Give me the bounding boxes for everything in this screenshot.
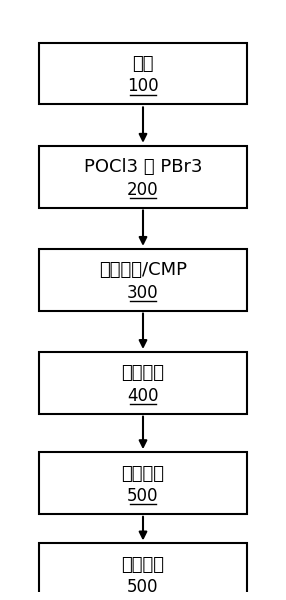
Text: 200: 200 — [127, 181, 159, 199]
Text: 升华: 升华 — [132, 55, 154, 73]
Text: 100: 100 — [127, 77, 159, 95]
Text: 500: 500 — [127, 487, 159, 505]
FancyBboxPatch shape — [39, 452, 247, 514]
Text: 等离子体: 等离子体 — [122, 364, 164, 382]
Text: 形成电极: 形成电极 — [122, 556, 164, 574]
FancyBboxPatch shape — [39, 352, 247, 414]
FancyBboxPatch shape — [39, 544, 247, 600]
Text: POCl3 或 PBr3: POCl3 或 PBr3 — [84, 158, 202, 176]
FancyBboxPatch shape — [39, 249, 247, 311]
Text: 背面蚀刻/CMP: 背面蚀刻/CMP — [99, 261, 187, 279]
Text: 300: 300 — [127, 284, 159, 302]
Text: 400: 400 — [127, 387, 159, 405]
FancyBboxPatch shape — [39, 146, 247, 208]
Text: 500: 500 — [127, 578, 159, 596]
FancyBboxPatch shape — [39, 43, 247, 104]
Text: 形成接触: 形成接触 — [122, 464, 164, 482]
